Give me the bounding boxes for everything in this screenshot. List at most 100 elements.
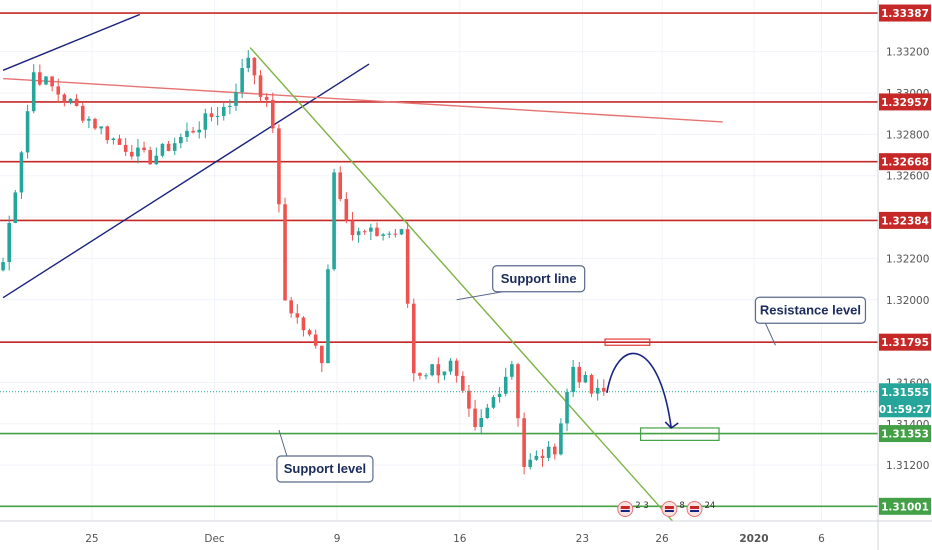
level-price-text: 1.32668: [881, 157, 929, 169]
candle-body: [99, 126, 103, 129]
event-badge[interactable]: 24: [686, 501, 715, 517]
candle: [154, 147, 159, 165]
candle-body: [332, 172, 336, 270]
callout-box[interactable]: [754, 296, 867, 324]
trend-line[interactable]: [3, 77, 723, 123]
candle: [246, 50, 251, 73]
candle-body: [369, 227, 373, 232]
price-tick-label: 1.32000: [886, 295, 929, 307]
candle: [534, 450, 539, 461]
candle: [215, 106, 220, 126]
candle: [99, 126, 103, 135]
time-tick-label: Dec: [204, 533, 225, 545]
candle-body: [326, 269, 330, 364]
callout-label: Support line: [501, 271, 577, 286]
candle-body: [467, 390, 471, 409]
candle: [528, 453, 533, 470]
trend-line[interactable]: [2, 63, 370, 299]
candle-body: [203, 113, 208, 130]
candle: [44, 76, 48, 86]
candle: [87, 116, 91, 129]
candle: [19, 150, 24, 200]
event-badge[interactable]: 8: [661, 501, 685, 517]
level-price-tag: [879, 333, 931, 351]
projection-arrow[interactable]: [606, 352, 679, 430]
candle-body: [313, 334, 318, 346]
callout-box[interactable]: [492, 265, 586, 293]
candle-body: [344, 199, 349, 221]
level-price-tag: [879, 425, 931, 443]
candle-body: [442, 371, 447, 376]
candle-body: [264, 96, 269, 100]
candle-body: [301, 317, 306, 331]
candle-body: [258, 75, 263, 97]
candle-body: [277, 128, 281, 205]
candle-body: [479, 418, 484, 428]
candle: [461, 371, 465, 393]
candle-body: [179, 136, 183, 144]
callout[interactable]: Support line: [456, 265, 586, 301]
candle: [270, 92, 275, 134]
annotations[interactable]: Support line Resistance level Support leve…: [276, 265, 867, 483]
candle: [546, 440, 551, 462]
candle-body: [270, 99, 275, 129]
target-zone-box[interactable]: [639, 427, 720, 441]
trend-line[interactable]: [2, 13, 141, 71]
candle-body: [503, 376, 508, 394]
candle: [313, 329, 318, 349]
candle: [80, 102, 85, 123]
candle-body: [68, 98, 73, 102]
candle: [393, 228, 398, 238]
callout[interactable]: Resistance level: [754, 296, 867, 346]
candle-body: [375, 227, 379, 236]
candle-body: [320, 345, 324, 364]
candle-body: [448, 360, 453, 372]
level-price-tag: [879, 153, 931, 171]
candle: [436, 357, 441, 384]
candle-body: [31, 72, 36, 112]
candle-body: [577, 366, 582, 383]
projection-curve[interactable]: [606, 352, 673, 429]
candle: [448, 358, 453, 375]
event-badge[interactable]: 2 3: [617, 501, 649, 517]
candle-body: [74, 98, 79, 106]
time-tick-label: 2020: [739, 533, 768, 545]
candle-body: [602, 387, 606, 392]
candle: [307, 328, 312, 337]
candle: [491, 395, 496, 409]
candle-body: [154, 155, 159, 165]
target-zones[interactable]: [604, 338, 720, 441]
candle: [362, 229, 367, 235]
candle: [522, 412, 526, 475]
candle-body: [565, 392, 569, 424]
candle: [234, 83, 238, 111]
target-zone-box[interactable]: [604, 338, 651, 346]
candle: [405, 222, 410, 308]
candle-body: [80, 105, 85, 121]
candle-body: [411, 303, 416, 374]
trend-line[interactable]: [249, 47, 673, 522]
callout[interactable]: Support level: [276, 429, 374, 483]
callout-pointer: [764, 323, 776, 346]
candle-body: [228, 105, 232, 107]
candle: [338, 166, 343, 202]
candle: [203, 108, 208, 139]
candle: [283, 197, 287, 301]
candle: [602, 379, 606, 396]
horizontal-levels[interactable]: [0, 12, 878, 508]
candle: [332, 168, 336, 271]
candle-body: [7, 222, 11, 263]
candle-body: [160, 143, 165, 156]
candle-body: [546, 446, 551, 458]
callout-box[interactable]: [276, 455, 374, 483]
time-tick-label: 9: [334, 533, 341, 545]
time-tick-label: 25: [85, 533, 98, 545]
candle-body: [191, 130, 195, 133]
callout-pointer: [456, 291, 503, 301]
candle: [516, 362, 520, 427]
event-badges[interactable]: 2 3 8 24: [617, 501, 716, 517]
candle: [454, 358, 459, 383]
trend-lines[interactable]: [2, 13, 723, 522]
